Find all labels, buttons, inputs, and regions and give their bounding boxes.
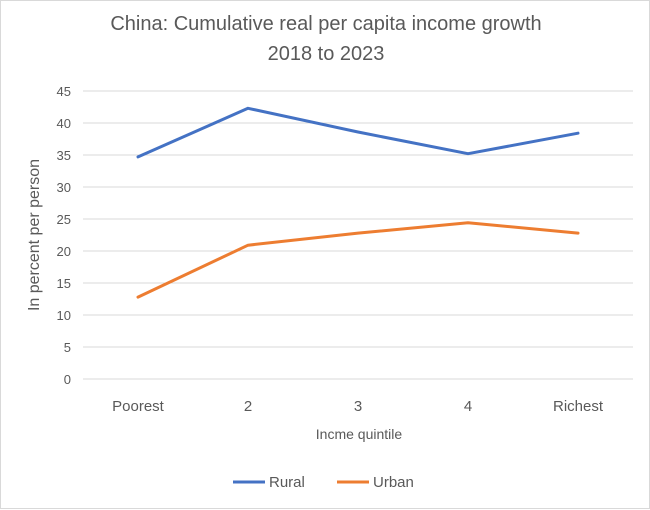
chart-title-line-1: China: Cumulative real per capita income… — [110, 13, 542, 35]
x-tick-label: Poorest — [112, 398, 165, 415]
y-tick-label: 25 — [57, 212, 71, 227]
y-tick-label: 20 — [57, 244, 71, 259]
x-tick-label: 3 — [354, 398, 362, 415]
series-line-rural — [136, 106, 580, 159]
y-tick-label: 35 — [57, 148, 71, 163]
gridlines — [83, 90, 633, 380]
x-tick-label: 2 — [244, 398, 252, 415]
x-tick-label: Richest — [553, 398, 604, 415]
y-axis-title: In percent per person — [26, 159, 43, 311]
y-tick-label: 5 — [64, 340, 71, 355]
y-tick-label: 15 — [57, 276, 71, 291]
y-tick-label: 10 — [57, 308, 71, 323]
x-axis-ticks: Poorest 2 3 4 Richest — [112, 398, 604, 415]
x-axis-title: Incme quintile — [316, 426, 403, 442]
legend: Rural Urban — [233, 474, 414, 491]
legend-label-rural: Rural — [269, 474, 305, 491]
chart-title-line-2: 2018 to 2023 — [267, 43, 385, 65]
y-axis-ticks: 0 5 10 15 20 25 30 35 40 45 — [57, 84, 71, 387]
y-tick-label: 0 — [64, 372, 71, 387]
y-tick-label: 30 — [57, 180, 71, 195]
series-line-urban — [136, 221, 580, 299]
y-tick-label: 40 — [57, 116, 71, 131]
series-lines — [136, 106, 580, 299]
legend-label-urban: Urban — [373, 474, 414, 491]
chart-title: China: Cumulative real per capita income… — [1, 9, 650, 69]
x-tick-label: 4 — [464, 398, 472, 415]
y-tick-label: 45 — [57, 84, 71, 99]
